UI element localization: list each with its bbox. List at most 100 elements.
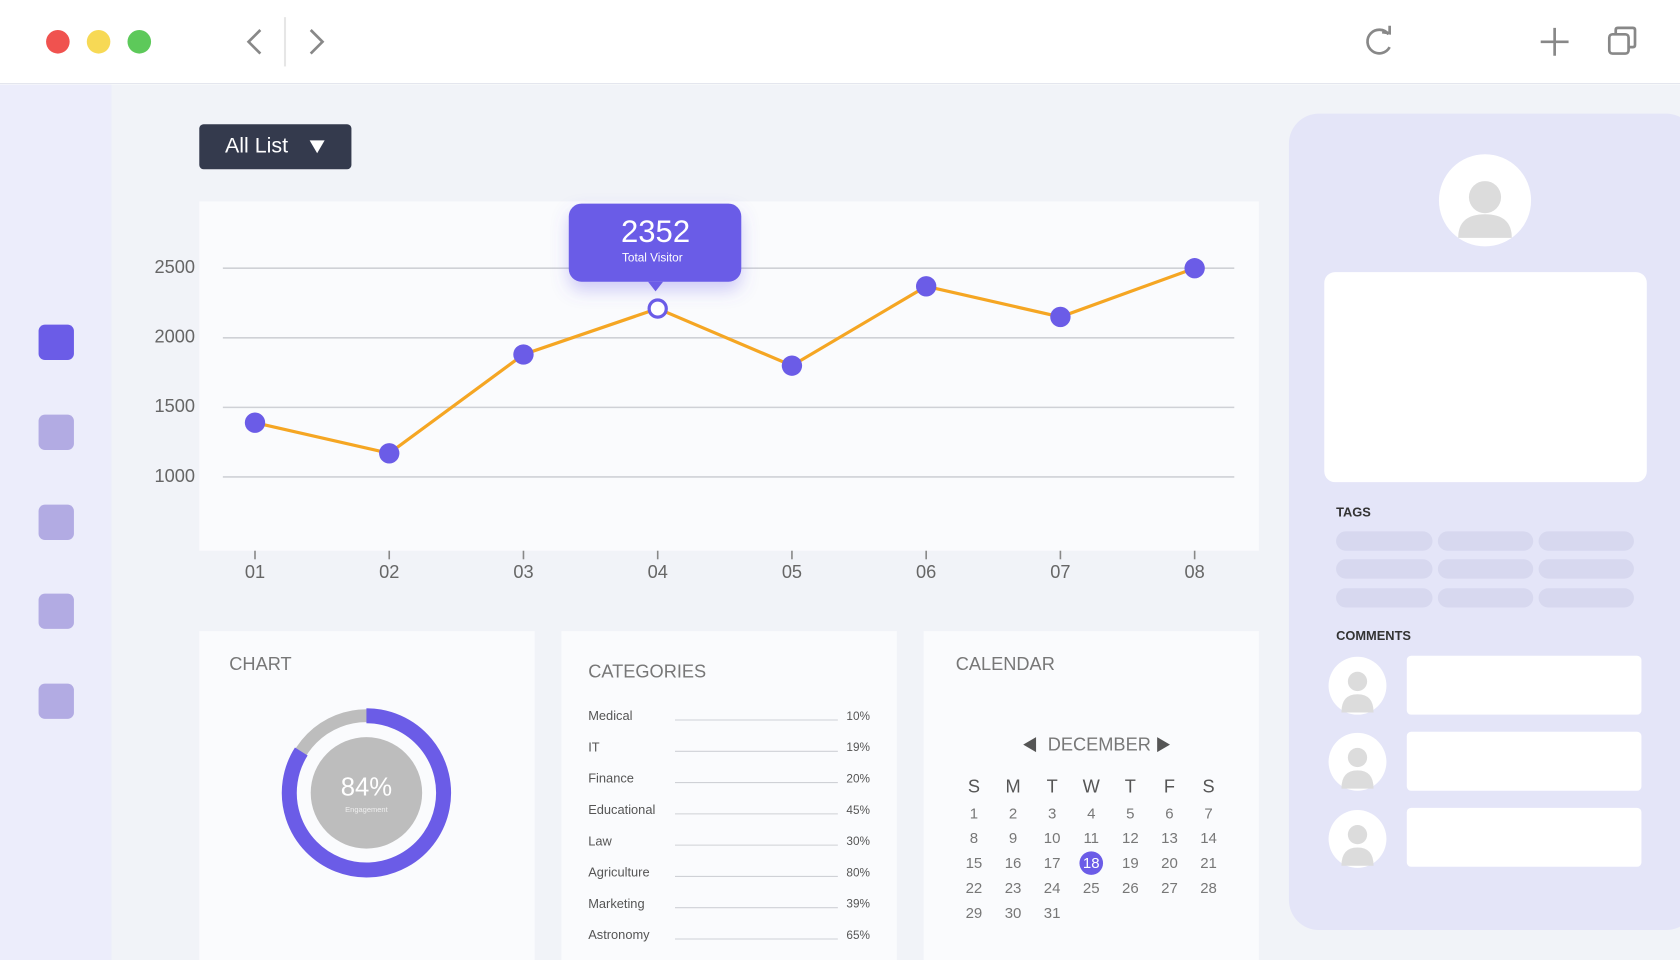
x-tick-label: 07 (1050, 562, 1070, 582)
avatar-body (1458, 214, 1512, 238)
tag-placeholders (1336, 531, 1634, 608)
y-tick-label: 1500 (155, 396, 196, 416)
weekday: M (1005, 776, 1020, 796)
profile-card (1324, 272, 1647, 483)
minimize-button[interactable] (86, 30, 111, 54)
weekday: F (1164, 776, 1175, 796)
data-point (244, 412, 266, 433)
card-title: CATEGORIES (588, 662, 706, 682)
weekday: S (1202, 776, 1214, 796)
day: 29 (966, 905, 983, 922)
donut-label: 84% (341, 773, 392, 801)
nav-item-active[interactable] (38, 324, 74, 360)
day: 5 (1126, 805, 1134, 822)
day: 14 (1200, 830, 1217, 847)
weekday: S (968, 776, 980, 796)
line-series (254, 266, 1196, 456)
category-name: Agriculture (588, 865, 649, 880)
category-name: Finance (588, 771, 634, 786)
back-button[interactable] (246, 29, 262, 55)
donut-center (310, 737, 423, 849)
day: 11 (1083, 830, 1099, 847)
data-point (915, 276, 937, 297)
next-month[interactable] (1157, 737, 1170, 753)
x-tick-label: 02 (379, 562, 399, 582)
day: 4 (1087, 805, 1095, 822)
new-tab-button[interactable] (1540, 27, 1569, 56)
tooltip-caption: Total Visitor (622, 251, 683, 264)
day: 22 (966, 880, 983, 897)
nav-item[interactable] (38, 504, 74, 540)
comments (1328, 655, 1642, 868)
weekday: T (1047, 776, 1058, 796)
category-name: Law (588, 833, 612, 848)
nav-item[interactable] (38, 683, 74, 719)
category-percent: 65% (846, 929, 870, 942)
day: 20 (1161, 855, 1178, 872)
day: 28 (1200, 880, 1217, 897)
y-tick-label: 1000 (155, 466, 196, 486)
day: 18 (1083, 855, 1100, 872)
section-title: TAGS (1336, 505, 1371, 520)
day: 3 (1048, 805, 1056, 822)
day: 19 (1122, 855, 1139, 872)
card-title: CALENDAR (956, 654, 1055, 674)
x-tick-label: 04 (648, 562, 668, 582)
day: 17 (1044, 855, 1061, 872)
weekday: W (1083, 776, 1101, 796)
data-point (1184, 258, 1205, 279)
category-percent: 20% (846, 772, 870, 785)
day: 16 (1005, 855, 1022, 872)
toolbar (0, 0, 1680, 84)
section-title: COMMENTS (1336, 628, 1411, 643)
day: 27 (1161, 880, 1178, 897)
dropdown-arrow (309, 140, 325, 154)
day: 31 (1044, 905, 1061, 922)
nav-item[interactable] (38, 593, 74, 629)
category-name: Educational (588, 802, 655, 817)
tooltip-value: 2352 (621, 214, 690, 249)
categories-card (561, 631, 897, 965)
day: 24 (1044, 880, 1061, 897)
donut-arc (281, 708, 452, 878)
day: 21 (1200, 855, 1217, 872)
tabs-button[interactable] (1607, 32, 1630, 55)
x-tick-label: 03 (513, 562, 533, 582)
highlighted-point (647, 298, 668, 319)
category-name: IT (588, 739, 600, 754)
dropdown-label: All List (225, 133, 288, 157)
day: 10 (1044, 830, 1061, 847)
maximize-button[interactable] (127, 30, 152, 54)
data-point (379, 443, 400, 464)
close-button[interactable] (46, 30, 70, 54)
x-tick-label: 01 (245, 562, 265, 582)
x-tick-label: 06 (916, 562, 936, 582)
donut-caption: Engagement (345, 805, 388, 814)
y-tick-label: 2500 (155, 257, 196, 277)
y-tick-label: 2000 (155, 327, 196, 347)
category-name: Marketing (588, 896, 644, 911)
category-percent: 45% (846, 804, 870, 817)
calendar-month: DECEMBER (1048, 735, 1151, 755)
selected-day (1079, 851, 1104, 875)
tooltip-pointer (648, 281, 664, 292)
nav-item[interactable] (38, 414, 74, 450)
reload-arrow (1381, 25, 1391, 35)
day: 7 (1204, 805, 1212, 822)
avatar-head (1468, 181, 1502, 214)
day: 6 (1165, 805, 1173, 822)
day: 25 (1083, 880, 1100, 897)
forward-button[interactable] (309, 29, 325, 55)
day: 13 (1161, 830, 1178, 847)
day: 2 (1009, 805, 1017, 822)
day: 15 (966, 855, 983, 872)
day: 23 (1005, 880, 1022, 897)
dropdown[interactable] (199, 124, 352, 170)
reload-button[interactable] (1366, 28, 1391, 55)
prev-month[interactable] (1023, 737, 1037, 753)
calendar-card (923, 631, 1259, 965)
day: 26 (1122, 880, 1139, 897)
x-tick-label: 08 (1185, 562, 1205, 582)
